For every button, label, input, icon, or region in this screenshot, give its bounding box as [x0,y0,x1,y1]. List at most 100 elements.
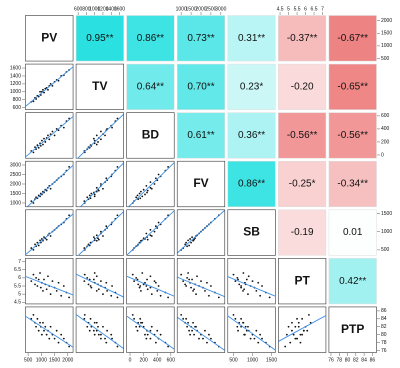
data-point [95,290,98,292]
data-point [111,126,113,129]
data-point [159,294,162,297]
correlation-cell [328,258,377,305]
data-point [53,134,56,137]
data-point [144,281,146,284]
data-point [237,278,239,281]
data-point [102,235,104,237]
data-point [156,329,159,332]
data-point [37,278,40,281]
data-point [83,317,86,320]
data-point [301,317,304,320]
scatter-panel [75,160,124,208]
data-point [242,290,244,292]
data-point [37,329,40,332]
scatter-panel [75,209,124,256]
data-point [95,234,98,237]
data-point [247,293,249,296]
data-point [93,333,96,336]
top-tick-label: 6 [304,6,307,12]
right-tick-label: 1500 [381,211,392,217]
data-point [45,288,48,291]
data-point [97,141,99,143]
data-point [55,128,58,130]
left-tick-label: 1200 [10,81,21,87]
data-point [193,333,195,336]
data-point [236,276,239,279]
data-point [141,272,144,274]
correlation-cell [278,209,327,256]
data-point [138,286,141,289]
diagonal-panel [176,160,226,208]
top-tick-label: 1000 [176,6,187,12]
correlation-label: 0.36** [238,130,265,141]
diagonal-panel [75,63,124,110]
data-point [249,337,252,340]
data-point [99,337,102,340]
data-point [301,333,304,336]
scatter-panel [25,160,74,208]
data-point [97,288,100,291]
fit-line [126,315,175,350]
top-tick-label: 5.5 [294,6,301,12]
data-point [99,333,102,336]
data-point [93,272,96,274]
fit-line [126,275,175,297]
fit-line [77,113,124,159]
right-tick-label: 0 [381,152,384,158]
data-point [191,278,193,281]
bottom-tick-label: 1500 [266,357,277,363]
correlation-cell [126,63,175,110]
data-point [154,225,157,228]
data-point [57,79,60,82]
data-point [40,238,43,240]
left-tick-label: 1000 [10,89,21,95]
data-point [188,244,191,247]
top-tick-label: 800 [82,6,91,12]
data-point [51,84,54,87]
data-point [185,241,188,244]
data-point [45,333,48,336]
scatter-panel [75,306,124,353]
data-point [242,321,244,324]
data-point [185,317,188,320]
data-point [104,337,106,340]
data-point [99,138,102,141]
data-point [131,273,134,276]
data-point [35,276,37,279]
data-point [232,313,235,316]
scatter-panel [75,112,124,159]
data-point [88,329,91,332]
data-point [83,247,86,249]
left-tick-label: 1600 [10,65,21,71]
left-tick-label: 5.5 [14,283,21,289]
data-point [39,272,41,274]
data-point [146,238,149,241]
data-point [217,296,220,299]
data-point [189,238,191,240]
data-point [192,290,194,292]
correlation-label: -0.34** [337,179,368,190]
correlation-label: 0.86** [238,179,265,190]
data-point [186,325,189,328]
data-point [302,329,305,332]
right-tick-label: 76 [381,348,387,354]
data-point [43,137,45,140]
data-point [261,285,263,287]
data-point [140,321,142,324]
data-point [116,214,119,217]
fit-line [25,276,74,296]
data-point [44,141,47,143]
data-point [106,329,108,332]
data-point [149,181,152,184]
data-point [49,235,52,237]
data-point [150,187,153,190]
correlation-label: 0.64** [137,81,164,92]
data-point [43,236,45,239]
data-point [240,286,243,289]
data-point [90,286,93,289]
data-point [140,190,142,193]
data-point [95,134,98,137]
data-point [146,191,148,194]
fit-line [127,162,175,207]
